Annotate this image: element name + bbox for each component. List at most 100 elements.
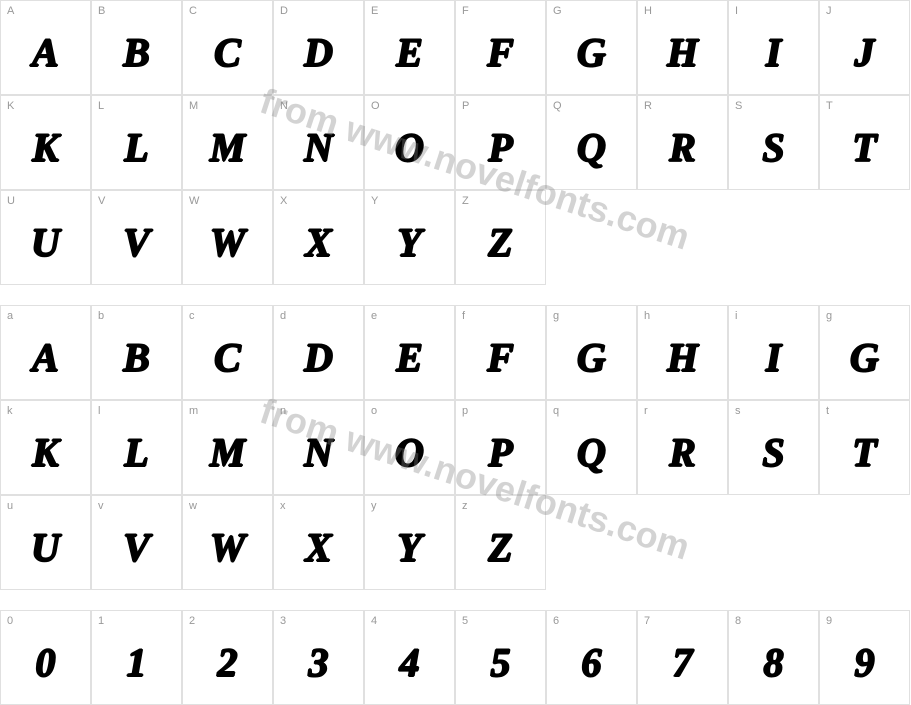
glyph: K <box>32 429 59 476</box>
cell-label: 2 <box>189 615 195 627</box>
glyph: 7 <box>673 639 693 686</box>
glyph-cell <box>819 495 910 590</box>
glyph-row: 00112233445566778899 <box>0 610 911 705</box>
glyph: Z <box>488 524 512 571</box>
glyph-cell: QQ <box>546 95 637 190</box>
cell-label: T <box>826 100 833 112</box>
glyph-cell: 44 <box>364 610 455 705</box>
cell-label: V <box>98 195 105 207</box>
cell-label: c <box>189 310 195 322</box>
glyph-cell: UU <box>0 190 91 285</box>
glyph: X <box>305 524 332 571</box>
glyph-cell: kK <box>0 400 91 495</box>
glyph-row: uUvVwWxXyYzZ <box>0 495 911 590</box>
glyph-cell: GG <box>546 0 637 95</box>
cell-label: g <box>553 310 559 322</box>
glyph-cell: II <box>728 0 819 95</box>
glyph-cell: iI <box>728 305 819 400</box>
glyph: W <box>210 219 246 266</box>
cell-label: v <box>98 500 104 512</box>
glyph-cell: 11 <box>91 610 182 705</box>
glyph-cell: wW <box>182 495 273 590</box>
glyph-cell: NN <box>273 95 364 190</box>
cell-label: R <box>644 100 652 112</box>
glyph: Q <box>577 124 606 171</box>
glyph: D <box>304 29 333 76</box>
glyph: F <box>487 334 514 381</box>
cell-label: n <box>280 405 286 417</box>
cell-label: 0 <box>7 615 13 627</box>
glyph: O <box>395 429 424 476</box>
glyph-cell: DD <box>273 0 364 95</box>
cell-label: i <box>735 310 737 322</box>
cell-label: E <box>371 5 378 17</box>
glyph: 5 <box>491 639 511 686</box>
glyph-cell: WW <box>182 190 273 285</box>
glyph-cell <box>728 495 819 590</box>
cell-label: u <box>7 500 13 512</box>
glyph: S <box>762 429 784 476</box>
glyph: U <box>31 219 60 266</box>
glyph: L <box>124 429 148 476</box>
glyph-cell <box>546 190 637 285</box>
glyph: Y <box>397 524 421 571</box>
glyph: Z <box>488 219 512 266</box>
cell-label: J <box>826 5 832 17</box>
glyph: L <box>124 124 148 171</box>
glyph: S <box>762 124 784 171</box>
glyph: G <box>850 334 879 381</box>
glyph: N <box>304 124 333 171</box>
glyph: I <box>766 334 782 381</box>
glyph-cell: qQ <box>546 400 637 495</box>
glyph-cell: mM <box>182 400 273 495</box>
glyph: 6 <box>582 639 602 686</box>
glyph: C <box>214 29 241 76</box>
glyph-row: kKlLmMnNoOpPqQrRsStT <box>0 400 911 495</box>
cell-label: m <box>189 405 198 417</box>
glyph-cell: EE <box>364 0 455 95</box>
glyph: O <box>395 124 424 171</box>
glyph-row: aAbBcCdDeEfFgGhHiIgG <box>0 305 911 400</box>
glyph-cell: zZ <box>455 495 546 590</box>
glyph: T <box>852 124 876 171</box>
glyph: E <box>396 29 423 76</box>
glyph-cell: gG <box>819 305 910 400</box>
cell-label: B <box>98 5 105 17</box>
glyph: 8 <box>764 639 784 686</box>
glyph: H <box>667 334 698 381</box>
cell-label: r <box>644 405 648 417</box>
cell-label: 8 <box>735 615 741 627</box>
glyph-cell: FF <box>455 0 546 95</box>
glyph: 1 <box>127 639 147 686</box>
cell-label: F <box>462 5 469 17</box>
cell-label: q <box>553 405 559 417</box>
glyph: K <box>32 124 59 171</box>
cell-label: K <box>7 100 14 112</box>
glyph-cell <box>546 495 637 590</box>
cell-label: U <box>7 195 15 207</box>
glyph: V <box>123 524 150 571</box>
cell-label: o <box>371 405 377 417</box>
spacer-row <box>0 590 911 610</box>
glyph: P <box>488 124 512 171</box>
glyph: G <box>577 29 606 76</box>
cell-label: D <box>280 5 288 17</box>
cell-label: e <box>371 310 377 322</box>
cell-label: A <box>7 5 14 17</box>
glyph: R <box>669 124 696 171</box>
glyph: Q <box>577 429 606 476</box>
cell-label: x <box>280 500 286 512</box>
glyph: 9 <box>855 639 875 686</box>
cell-label: f <box>462 310 465 322</box>
glyph: A <box>32 334 59 381</box>
glyph: B <box>123 29 150 76</box>
cell-label: X <box>280 195 287 207</box>
cell-label: H <box>644 5 652 17</box>
glyph: M <box>210 124 246 171</box>
glyph-cell: pP <box>455 400 546 495</box>
cell-label: S <box>735 100 742 112</box>
glyph: H <box>667 29 698 76</box>
glyph: A <box>32 29 59 76</box>
glyph: E <box>396 334 423 381</box>
cell-label: N <box>280 100 288 112</box>
